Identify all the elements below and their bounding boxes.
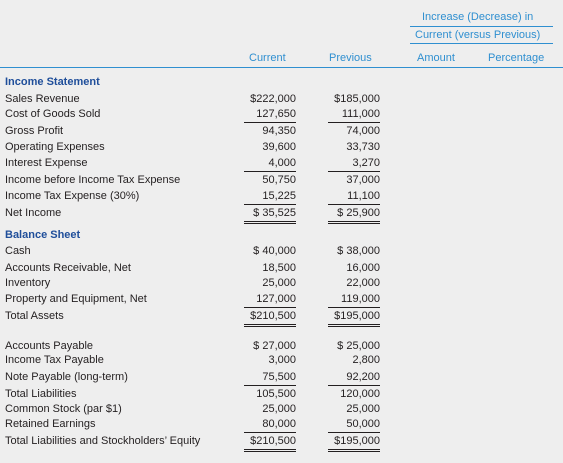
previous-value: 50,000 xyxy=(328,416,380,433)
current-value: 3,000 xyxy=(268,354,296,366)
table-row: Interest Expense 4,000 3,270 xyxy=(0,155,563,172)
previous-column-header: Previous xyxy=(329,52,372,64)
current-value: 50,750 xyxy=(262,174,296,186)
table-row: Income Tax Expense (30%) 15,225 11,100 xyxy=(0,188,563,205)
table-row: Total Assets $210,500 $195,000 xyxy=(0,308,563,327)
previous-value: 120,000 xyxy=(340,388,380,400)
row-label: Property and Equipment, Net xyxy=(5,293,147,305)
current-value: 25,000 xyxy=(262,403,296,415)
percentage-column-header: Percentage xyxy=(488,52,545,64)
previous-value: $ 25,900 xyxy=(328,205,380,224)
current-value: 80,000 xyxy=(244,416,296,433)
previous-value: $185,000 xyxy=(334,93,380,105)
current-value: $222,000 xyxy=(250,93,296,105)
row-label: Income Tax Payable xyxy=(5,354,104,366)
row-label: Cost of Goods Sold xyxy=(5,108,101,120)
previous-value: 11,100 xyxy=(328,188,380,205)
table-row: Sales Revenue $222,000 $185,000 xyxy=(0,91,563,108)
table-row: Accounts Receivable, Net 18,500 16,000 xyxy=(0,260,563,277)
table-row: Gross Profit 94,350 74,000 xyxy=(0,123,563,140)
previous-value: 92,200 xyxy=(328,369,380,386)
table-row: Property and Equipment, Net 127,000 119,… xyxy=(0,291,563,308)
amount-column-header: Amount xyxy=(417,52,455,64)
group-header-line-1: Increase (Decrease) in xyxy=(422,11,534,23)
current-column-header: Current xyxy=(249,52,286,64)
current-value: $ 35,525 xyxy=(244,205,296,224)
current-value: 105,500 xyxy=(256,388,296,400)
row-label: Total Liabilities xyxy=(5,388,77,400)
previous-value: $195,000 xyxy=(328,308,380,327)
table-row: Net Income $ 35,525 $ 25,900 xyxy=(0,205,563,224)
row-label: Gross Profit xyxy=(5,125,64,137)
table-row: Retained Earnings 80,000 50,000 xyxy=(0,416,563,433)
current-value: $ 40,000 xyxy=(253,245,296,257)
header-underline xyxy=(0,67,563,68)
balance-sheet-title: Balance Sheet xyxy=(5,229,81,241)
previous-value: 111,000 xyxy=(328,106,380,123)
table-row: Operating Expenses 39,600 33,730 xyxy=(0,139,563,156)
table-row: Inventory 25,000 22,000 xyxy=(0,275,563,292)
table-row: Common Stock (par $1) 25,000 25,000 xyxy=(0,401,563,418)
row-label: Total Assets xyxy=(5,310,64,322)
row-label: Net Income xyxy=(5,207,62,219)
row-label: Interest Expense xyxy=(5,157,88,169)
current-value: $ 27,000 xyxy=(253,340,296,352)
previous-value: 37,000 xyxy=(346,174,380,186)
previous-value: 33,730 xyxy=(346,141,380,153)
previous-value: 74,000 xyxy=(346,125,380,137)
table-row: Accounts Payable $ 27,000 $ 25,000 xyxy=(0,338,563,355)
row-label: Income Tax Expense (30%) xyxy=(5,190,140,202)
table-row: Income Tax Payable 3,000 2,800 xyxy=(0,352,563,369)
previous-value: 119,000 xyxy=(328,291,380,308)
row-label: Note Payable (long-term) xyxy=(5,371,128,383)
group-header-rule-1 xyxy=(410,26,553,27)
previous-value: 22,000 xyxy=(346,277,380,289)
row-label: Total Liabilities and Stockholders’ Equi… xyxy=(5,435,201,447)
row-label: Accounts Payable xyxy=(5,340,94,352)
row-label: Income before Income Tax Expense xyxy=(5,174,181,186)
previous-value: 16,000 xyxy=(346,262,380,274)
table-row: Cost of Goods Sold 127,650 111,000 xyxy=(0,106,563,123)
table-row: Total Liabilities 105,500 120,000 xyxy=(0,386,563,403)
row-label: Sales Revenue xyxy=(5,93,80,105)
group-header-rule-2 xyxy=(410,43,553,44)
table-row: Note Payable (long-term) 75,500 92,200 xyxy=(0,369,563,386)
current-value: 18,500 xyxy=(262,262,296,274)
row-label: Cash xyxy=(5,245,31,257)
previous-value: $195,000 xyxy=(328,433,380,452)
previous-value: $ 38,000 xyxy=(337,245,380,257)
current-value: 4,000 xyxy=(244,155,296,172)
income-statement-title: Income Statement xyxy=(5,76,100,88)
group-header-line-2: Current (versus Previous) xyxy=(415,29,541,41)
current-value: 94,350 xyxy=(262,125,296,137)
table-row: Cash $ 40,000 $ 38,000 xyxy=(0,243,563,260)
previous-value: 3,270 xyxy=(328,155,380,172)
current-value: $210,500 xyxy=(244,308,296,327)
previous-value: $ 25,000 xyxy=(337,340,380,352)
row-label: Accounts Receivable, Net xyxy=(5,262,131,274)
current-value: 25,000 xyxy=(262,277,296,289)
current-value: 39,600 xyxy=(262,141,296,153)
previous-value: 25,000 xyxy=(346,403,380,415)
current-value: 127,000 xyxy=(244,291,296,308)
previous-value: 2,800 xyxy=(352,354,380,366)
row-label: Operating Expenses xyxy=(5,141,105,153)
current-value: 15,225 xyxy=(244,188,296,205)
row-label: Retained Earnings xyxy=(5,418,96,430)
table-row: Income before Income Tax Expense 50,750 … xyxy=(0,172,563,189)
row-label: Inventory xyxy=(5,277,51,289)
current-value: 75,500 xyxy=(244,369,296,386)
current-value: $210,500 xyxy=(244,433,296,452)
table-row: Total Liabilities and Stockholders’ Equi… xyxy=(0,433,563,452)
row-label: Common Stock (par $1) xyxy=(5,403,122,415)
current-value: 127,650 xyxy=(244,106,296,123)
